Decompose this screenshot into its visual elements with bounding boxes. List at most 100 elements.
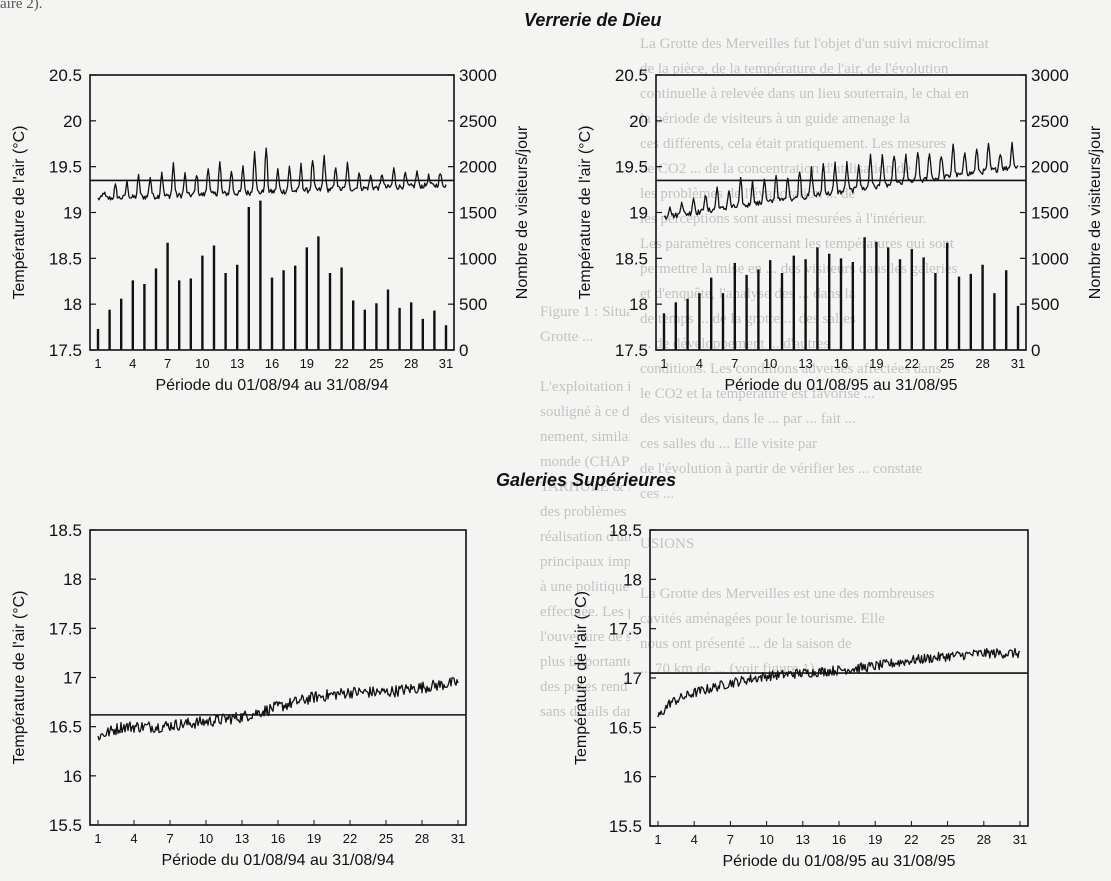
x-tick-label: 7 — [731, 356, 738, 371]
x-tick-label: 4 — [130, 831, 137, 846]
y-tick-label: 18.5 — [49, 249, 82, 268]
temperature-series — [657, 647, 1021, 718]
y-tick-label: 15.5 — [609, 817, 642, 836]
x-tick-label: 31 — [1013, 832, 1027, 847]
x-tick-label: 13 — [798, 356, 812, 371]
x-tick-label: 16 — [832, 832, 846, 847]
x-tick-label: 22 — [334, 356, 348, 371]
y-tick-label: 19 — [629, 204, 648, 223]
x-tick-label: 19 — [868, 832, 882, 847]
x-tick-label: 25 — [940, 356, 954, 371]
x-tick-label: 4 — [129, 356, 136, 371]
y2-tick-label: 2500 — [1031, 112, 1069, 131]
y-tick-label: 18.5 — [615, 249, 648, 268]
y-tick-label: 16 — [63, 767, 82, 786]
y-tick-label: 20 — [629, 112, 648, 131]
plot-frame — [89, 529, 467, 826]
x-tick-label: 1 — [94, 831, 101, 846]
x-tick-label: 7 — [164, 356, 171, 371]
y2-tick-label: 500 — [459, 295, 487, 314]
y2-tick-label: 2500 — [459, 112, 497, 131]
background-text-left: Figure 1 : Situation géographique d'Arud… — [540, 304, 630, 720]
x-tick-label: 25 — [379, 831, 393, 846]
y2-tick-label: 3000 — [459, 66, 497, 85]
y-tick-label: 17.5 — [615, 341, 648, 360]
x-tick-label: 19 — [869, 356, 883, 371]
y2-tick-label: 1500 — [459, 204, 497, 223]
y-tick-label: 18 — [63, 295, 82, 314]
x-tick-label: 4 — [691, 832, 698, 847]
y-tick-label: 18 — [629, 295, 648, 314]
y-tick-label: 20 — [63, 112, 82, 131]
x-tick-label: 7 — [727, 832, 734, 847]
x-tick-label: 28 — [415, 831, 429, 846]
x-tick-label: 13 — [796, 832, 810, 847]
y2-axis-label: Nombre de visiteurs/jour — [514, 125, 531, 299]
x-tick-label: 10 — [195, 356, 209, 371]
x-tick-label: 10 — [199, 831, 213, 846]
y2-tick-label: 0 — [1031, 341, 1040, 360]
x-tick-label: 22 — [343, 831, 357, 846]
x-tick-label: 31 — [1011, 356, 1025, 371]
y-tick-label: 16 — [623, 768, 642, 787]
x-tick-label: 1 — [654, 832, 661, 847]
x-tick-label: 28 — [404, 356, 418, 371]
x-tick-label: 19 — [300, 356, 314, 371]
temperature-series — [663, 141, 1019, 220]
y-tick-label: 19 — [63, 204, 82, 223]
x-tick-label: 16 — [834, 356, 848, 371]
y-tick-label: 19.5 — [49, 158, 82, 177]
x-tick-label: 22 — [904, 832, 918, 847]
y-tick-label: 16.5 — [49, 718, 82, 737]
x-tick-label: 7 — [166, 831, 173, 846]
y2-tick-label: 1500 — [1031, 204, 1069, 223]
x-tick-label: 16 — [265, 356, 279, 371]
x-tick-label: 31 — [439, 356, 453, 371]
y-tick-label: 18.5 — [49, 521, 82, 540]
y-axis-label: Température de l'air (°C) — [577, 126, 594, 300]
x-tick-label: 4 — [696, 356, 703, 371]
y-tick-label: 18.5 — [609, 521, 642, 540]
x-tick-label: 31 — [451, 831, 465, 846]
x-tick-label: 1 — [94, 356, 101, 371]
y2-tick-label: 2000 — [459, 158, 497, 177]
x-tick-label: 16 — [271, 831, 285, 846]
x-axis-label: Période du 01/08/94 au 31/08/94 — [155, 377, 388, 394]
section-title-verrerie: Verrerie de Dieu — [524, 10, 662, 30]
y2-tick-label: 2000 — [1031, 158, 1069, 177]
y2-tick-label: 1000 — [1031, 249, 1069, 268]
y-tick-label: 17.5 — [609, 620, 642, 639]
x-tick-label: 13 — [235, 831, 249, 846]
y-tick-label: 18 — [63, 570, 82, 589]
x-tick-label: 1 — [660, 356, 667, 371]
chart-panel-bottom-right: 15.5 16 16.5 17 17.5 18 18.5 1 4 7 10 13 16 19 22 25 28 3… — [573, 521, 1029, 870]
y-tick-label: 15.5 — [49, 816, 82, 835]
y-tick-label: 20.5 — [615, 66, 648, 85]
y-tick-label: 17 — [623, 669, 642, 688]
plot-frame — [649, 529, 1029, 827]
y-axis-label: Température de l'air (°C) — [11, 591, 28, 765]
x-tick-label: 28 — [977, 832, 991, 847]
x-tick-label: 22 — [905, 356, 919, 371]
x-tick-label: 25 — [940, 832, 954, 847]
background-text-right: La Grotte des Merveilles fut l'objet d'u… — [640, 36, 989, 677]
x-axis-label: Période du 01/08/94 au 31/08/94 — [161, 852, 394, 869]
x-axis-label: Période du 01/08/95 au 31/08/95 — [724, 377, 957, 394]
y2-axis-label: Nombre de visiteurs/jour — [1087, 125, 1104, 299]
chart-panel-top-left: 17.5 18 18.5 19 19.5 20 20.5 1 4 7 10 13 16 19 22 25 28 3… — [11, 66, 531, 394]
x-tick-label: 25 — [369, 356, 383, 371]
section-title-galeries: Galeries Supérieures — [496, 470, 677, 490]
y2-tick-label: 500 — [1031, 295, 1059, 314]
y-axis-label: Température de l'air (°C) — [573, 591, 590, 765]
chart-panel-bottom-left: 15.5 16 16.5 17 17.5 18 18.5 1 4 7 10 13 16 19 22 25 28 3… — [11, 521, 467, 869]
y-tick-label: 17.5 — [49, 619, 82, 638]
y2-tick-label: 1000 — [459, 249, 497, 268]
top-left-fragment: aire 2). — [0, 0, 43, 12]
x-tick-label: 28 — [975, 356, 989, 371]
y-tick-label: 20.5 — [49, 66, 82, 85]
y-tick-label: 17.5 — [49, 341, 82, 360]
temperature-series — [97, 147, 447, 201]
x-tick-label: 10 — [763, 356, 777, 371]
x-tick-label: 13 — [230, 356, 244, 371]
